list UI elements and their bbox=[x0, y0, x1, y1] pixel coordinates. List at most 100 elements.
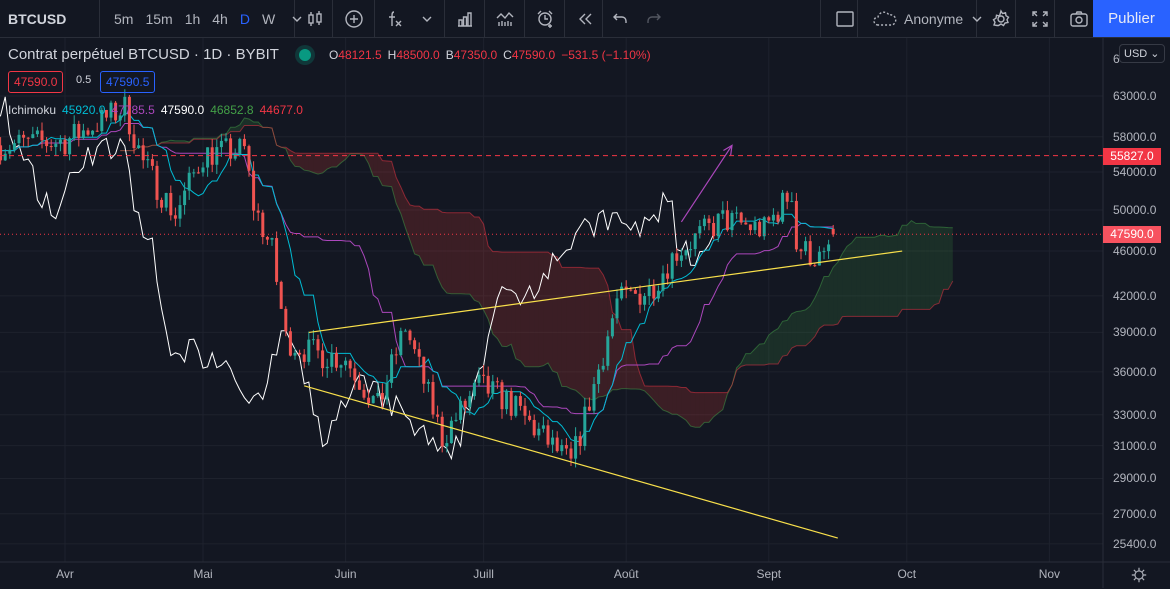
redo-icon[interactable] bbox=[643, 8, 665, 30]
price-chart[interactable] bbox=[0, 38, 1170, 588]
interval-4h[interactable]: 4h bbox=[212, 10, 228, 27]
symbol-legend: Contrat perpétuel BTCUSD · 1D · BYBIT O4… bbox=[8, 46, 657, 63]
cloud-segment bbox=[396, 177, 401, 214]
candle-body bbox=[141, 145, 145, 161]
candle-body bbox=[735, 212, 739, 214]
settings-button[interactable] bbox=[977, 0, 1016, 37]
candle bbox=[702, 214, 706, 231]
axis-settings-button[interactable] bbox=[1130, 566, 1148, 584]
cloud-segment bbox=[474, 216, 479, 303]
candle bbox=[413, 337, 417, 354]
templates-button[interactable] bbox=[445, 0, 485, 37]
candle bbox=[716, 213, 720, 243]
candle bbox=[215, 139, 219, 174]
candle bbox=[666, 263, 670, 285]
candle-body bbox=[178, 205, 182, 219]
candle-body bbox=[753, 221, 757, 231]
candle-body bbox=[822, 251, 826, 253]
candle bbox=[693, 233, 697, 257]
low-value: 47350.0 bbox=[453, 47, 498, 62]
candle-body bbox=[698, 226, 702, 234]
candle-body bbox=[679, 255, 683, 261]
undo-icon[interactable] bbox=[609, 8, 631, 30]
open-label: O bbox=[328, 47, 339, 62]
alert-button[interactable] bbox=[525, 0, 565, 37]
replay-button[interactable] bbox=[485, 0, 525, 37]
cloud-segment bbox=[925, 223, 930, 310]
cloud-segment bbox=[391, 161, 397, 204]
publish-button[interactable]: Publier bbox=[1093, 0, 1170, 37]
candle bbox=[183, 182, 187, 215]
interval-15m[interactable]: 15m bbox=[145, 10, 173, 27]
candle-body bbox=[394, 354, 398, 356]
candle-body bbox=[606, 336, 610, 366]
candle-body bbox=[132, 134, 136, 149]
candle bbox=[206, 147, 210, 177]
cloud-segment bbox=[635, 359, 640, 390]
snapshot-button[interactable] bbox=[1055, 0, 1093, 37]
chevron-down-icon[interactable] bbox=[417, 8, 437, 30]
candle bbox=[776, 211, 780, 225]
currency-selector[interactable]: USD ⌄ bbox=[1119, 44, 1165, 63]
user-menu[interactable]: Anonyme bbox=[858, 0, 982, 37]
fullscreen-button[interactable] bbox=[1016, 0, 1055, 37]
cloud-segment bbox=[469, 212, 475, 301]
candle bbox=[63, 135, 67, 156]
cloud-segment bbox=[589, 268, 594, 401]
ichimoku-cloud bbox=[134, 117, 953, 428]
candle bbox=[652, 279, 656, 306]
candle bbox=[463, 398, 467, 414]
candle-body bbox=[118, 115, 122, 121]
candle-body bbox=[730, 213, 734, 231]
candle-body bbox=[781, 192, 785, 222]
interval-d[interactable]: D bbox=[239, 10, 250, 27]
symbol-search[interactable]: BTCUSD bbox=[0, 0, 100, 37]
candle bbox=[551, 429, 555, 453]
candle bbox=[261, 209, 265, 245]
cloud-segment bbox=[810, 298, 815, 342]
drawings bbox=[0, 144, 1103, 539]
interval-5m[interactable]: 5m bbox=[114, 10, 134, 27]
candle bbox=[808, 235, 812, 267]
cloud-segment bbox=[414, 206, 420, 256]
ichimoku-legend[interactable]: Ichimoku 45920.0 47785.5 47590.0 46852.8… bbox=[8, 103, 303, 117]
candle-body bbox=[86, 130, 90, 135]
candle bbox=[40, 122, 44, 149]
buy-button[interactable]: 47590.5 bbox=[100, 71, 156, 93]
cloud-segment bbox=[833, 262, 838, 326]
candle-body bbox=[509, 390, 513, 416]
candle-body bbox=[238, 138, 242, 154]
candle bbox=[394, 347, 398, 365]
indicators-button[interactable] bbox=[375, 0, 445, 37]
square-icon bbox=[835, 8, 855, 30]
cloud-segment bbox=[695, 392, 700, 428]
kijun-value: 47785.5 bbox=[111, 103, 155, 117]
interval-1h[interactable]: 1h bbox=[184, 10, 201, 27]
cloud-segment bbox=[828, 267, 834, 326]
candle bbox=[587, 397, 591, 412]
layout-button[interactable] bbox=[820, 0, 858, 37]
chart-type-button[interactable] bbox=[295, 0, 333, 37]
candle bbox=[210, 139, 214, 173]
candle-body bbox=[183, 190, 187, 206]
compare-button[interactable] bbox=[333, 0, 375, 37]
sell-button[interactable]: 47590.0 bbox=[8, 71, 64, 93]
candle-body bbox=[721, 210, 725, 214]
rewind-button[interactable] bbox=[565, 0, 603, 37]
cloud-segment bbox=[492, 251, 498, 339]
candle bbox=[0, 137, 3, 165]
candle bbox=[537, 422, 541, 441]
candle-body bbox=[187, 172, 191, 191]
chevron-down-icon[interactable] bbox=[287, 8, 307, 30]
candle-body bbox=[17, 134, 21, 144]
cloud-segment bbox=[295, 152, 300, 167]
cloud-segment bbox=[603, 274, 608, 397]
cloud-segment bbox=[552, 255, 558, 373]
interval-w[interactable]: W bbox=[261, 10, 276, 27]
interval-group: 5m 15m 1h 4h D W bbox=[100, 0, 302, 37]
candle bbox=[468, 390, 472, 416]
candle bbox=[675, 248, 679, 266]
candle-body bbox=[827, 244, 831, 252]
candle bbox=[12, 139, 16, 153]
candle-body bbox=[532, 419, 536, 436]
